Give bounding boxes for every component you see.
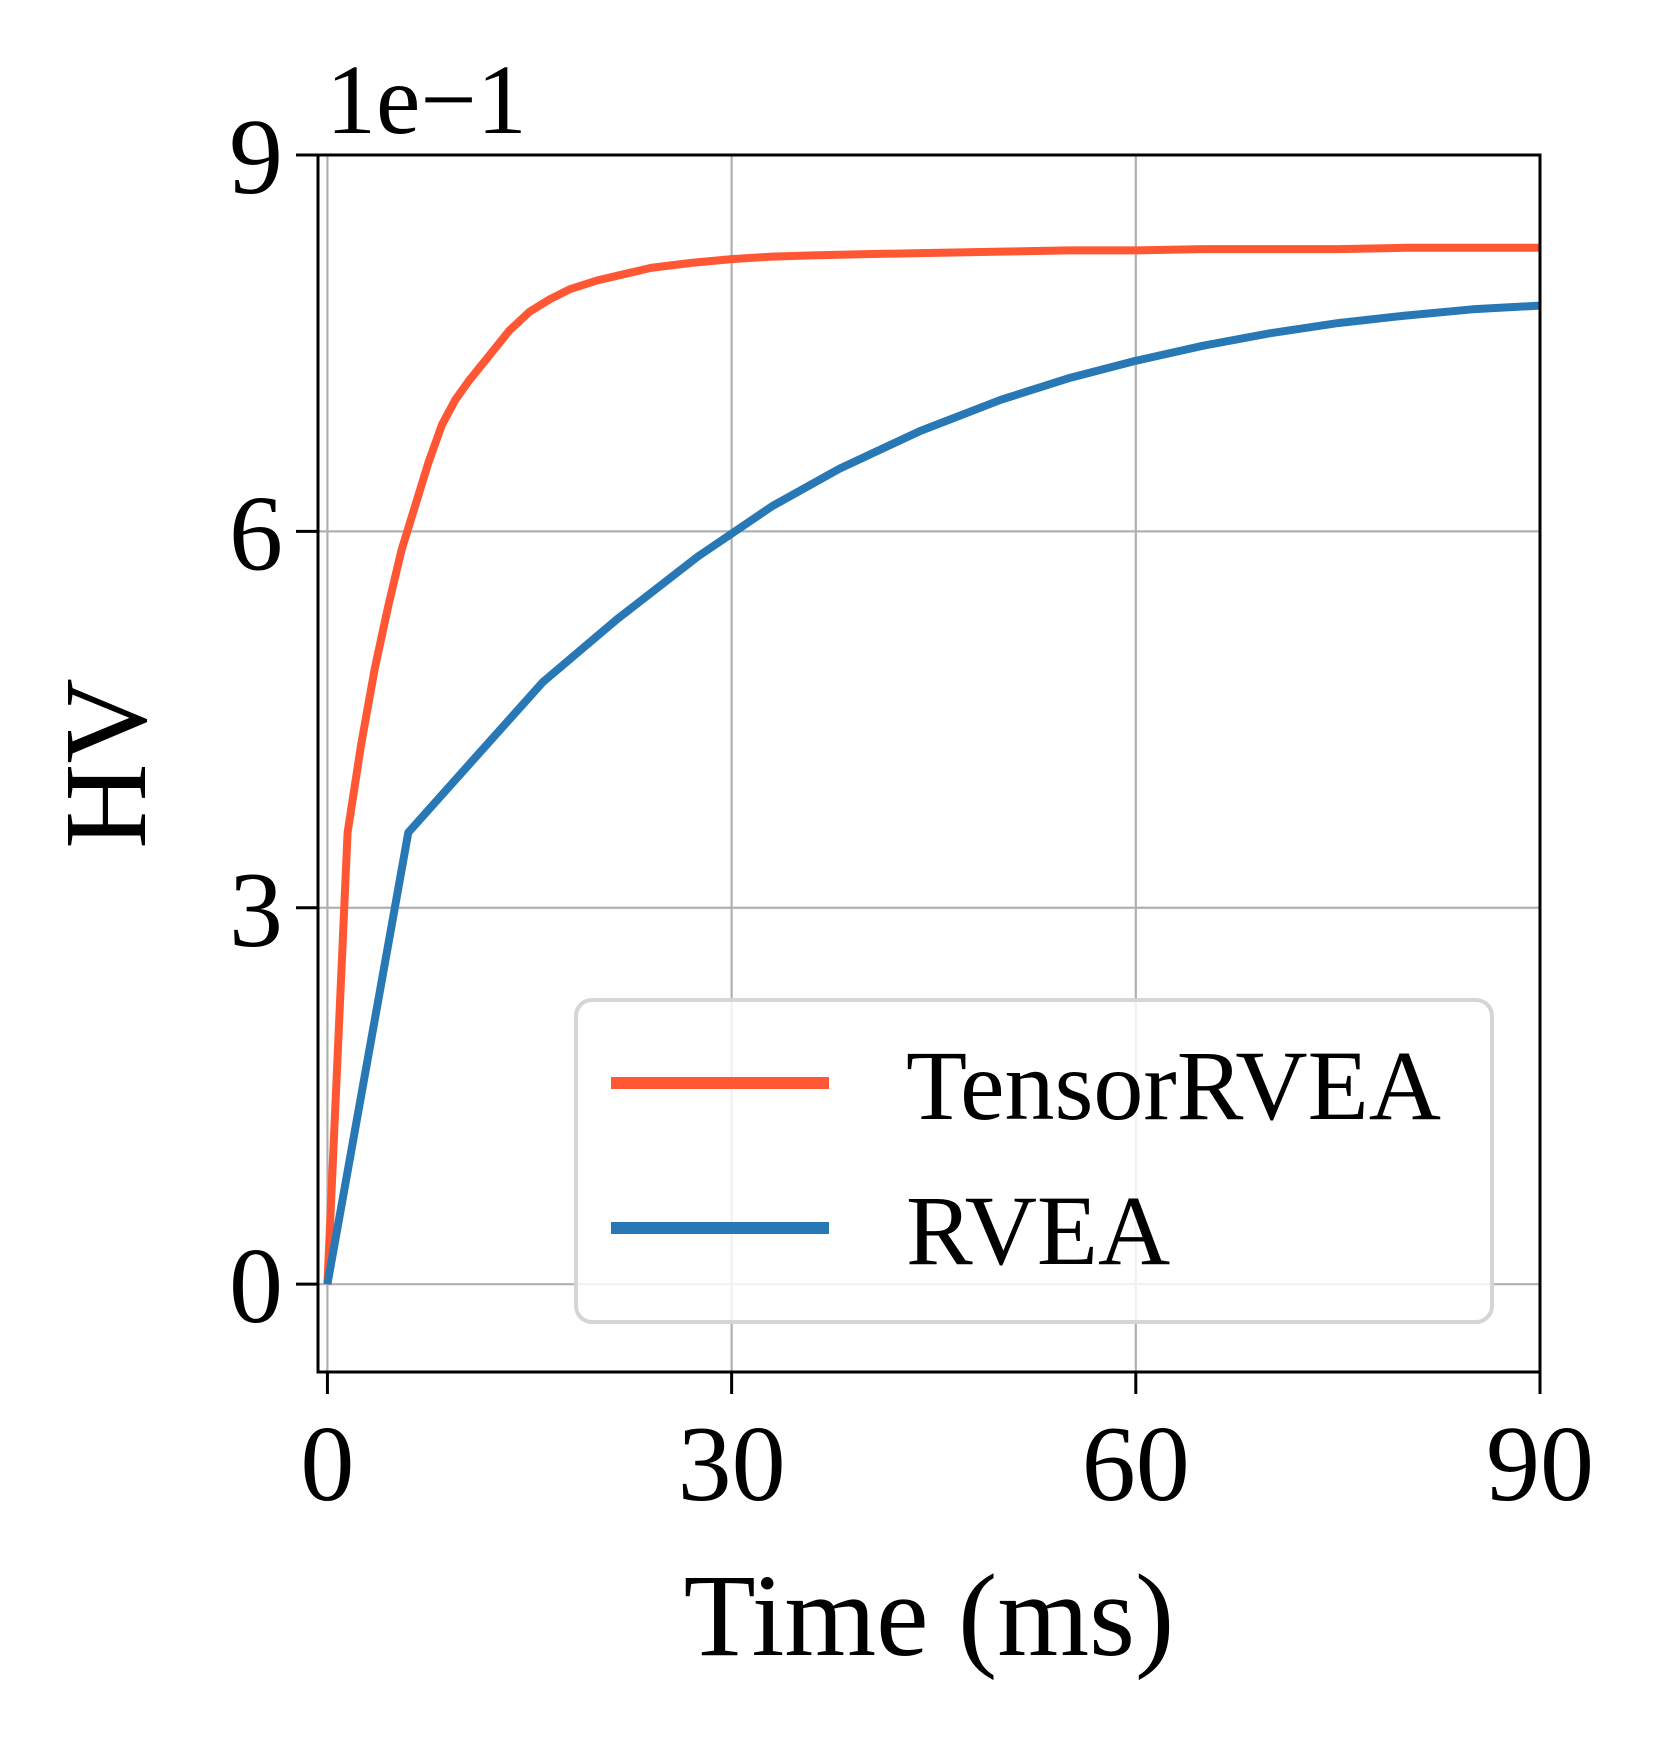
legend-label-rvea: RVEA [906, 1175, 1170, 1286]
x-tick-label-30: 30 [678, 1405, 786, 1524]
x-axis-label: Time (ms) [684, 1550, 1175, 1681]
x-tick-label-90: 90 [1486, 1405, 1594, 1524]
series-line-rvea [323, 301, 1541, 1285]
series-layer [323, 243, 1541, 1285]
legend: TensorRVEA RVEA [574, 998, 1494, 1324]
y-axis-label: HV [40, 678, 171, 848]
x-tick-label-0: 0 [300, 1405, 354, 1524]
y-offset-text: 1e−1 [326, 44, 527, 155]
y-tick-label-9: 9 [229, 98, 283, 217]
tick-layer: 0 30 60 90 0 3 6 9 [229, 98, 1594, 1524]
legend-label-tensorrvea: TensorRVEA [906, 1030, 1441, 1141]
y-tick-label-0: 0 [229, 1227, 283, 1346]
series-line-tensorrvea [323, 243, 1540, 1285]
y-tick-label-3: 3 [229, 851, 283, 970]
plot-frame [316, 153, 1542, 1374]
x-tick-label-60: 60 [1082, 1405, 1190, 1524]
y-tick-label-6: 6 [229, 474, 283, 593]
